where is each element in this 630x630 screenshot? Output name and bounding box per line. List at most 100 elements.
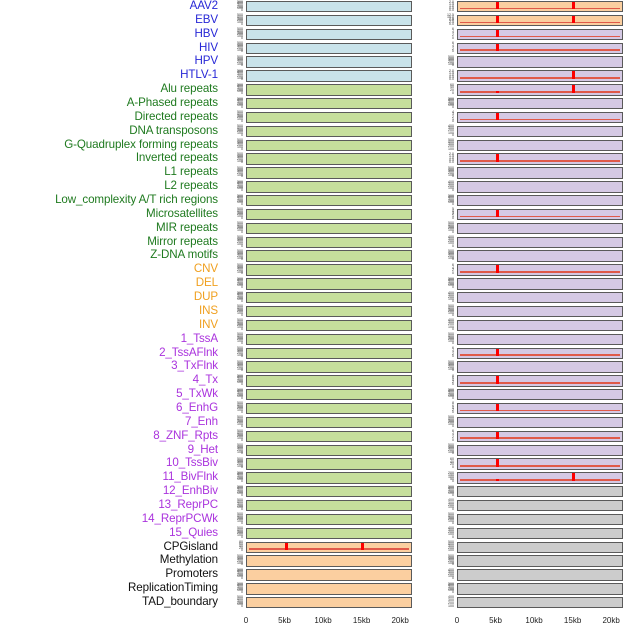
track-label-13-reprpc[interactable]: 13_ReprPC: [158, 497, 218, 511]
track-label-low-complexity-a-t-rich-regions[interactable]: Low_complexity A/T rich regions: [55, 193, 218, 207]
track-panel-right-14[interactable]: [457, 195, 623, 207]
track-panel-right-4[interactable]: [457, 56, 623, 68]
track-label-directed-repeats[interactable]: Directed repeats: [134, 109, 219, 123]
track-label-microsatellites[interactable]: Microsatellites: [146, 206, 218, 220]
track-panel-left-31[interactable]: [246, 430, 412, 443]
track-label-mirror-repeats[interactable]: Mirror repeats: [147, 234, 218, 248]
track-panel-right-31[interactable]: [457, 430, 623, 443]
track-label-inv[interactable]: INV: [198, 317, 218, 331]
track-label-10-tssbiv[interactable]: 10_TssBiv: [166, 456, 218, 470]
track-panel-right-43[interactable]: [457, 596, 623, 609]
track-panel-right-35[interactable]: [457, 486, 623, 498]
track-panel-left-13[interactable]: [246, 181, 412, 193]
track-panel-left-9[interactable]: [246, 125, 412, 138]
track-panel-left-17[interactable]: [246, 236, 412, 248]
track-panel-left-39[interactable]: [246, 541, 412, 553]
track-panel-right-7[interactable]: [457, 98, 623, 110]
track-label-ins[interactable]: INS: [198, 303, 218, 317]
track-panel-left-8[interactable]: [246, 111, 412, 124]
track-panel-right-26[interactable]: [457, 361, 623, 373]
track-panel-left-37[interactable]: [246, 513, 412, 526]
track-label-htlv-1[interactable]: HTLV-1: [180, 68, 218, 82]
track-panel-right-28[interactable]: [457, 389, 623, 401]
track-label-11-bivflnk[interactable]: 11_BivFlnk: [162, 470, 219, 484]
track-panel-right-3[interactable]: [457, 42, 623, 54]
track-panel-left-16[interactable]: [246, 222, 412, 235]
track-panel-left-42[interactable]: [246, 583, 412, 595]
track-panel-left-1[interactable]: [246, 14, 412, 27]
track-label-tad-boundary[interactable]: TAD_boundary: [142, 594, 218, 608]
track-panel-right-2[interactable]: [457, 28, 623, 41]
track-panel-right-9[interactable]: [457, 125, 623, 138]
track-panel-right-0[interactable]: [457, 1, 623, 13]
track-panel-left-23[interactable]: [246, 319, 412, 332]
track-panel-right-11[interactable]: [457, 153, 623, 165]
track-label-z-dna-motifs[interactable]: Z-DNA motifs: [150, 248, 218, 262]
track-panel-left-15[interactable]: [246, 208, 412, 221]
track-panel-right-36[interactable]: [457, 499, 623, 512]
track-panel-left-0[interactable]: [246, 1, 412, 13]
track-panel-left-24[interactable]: [246, 333, 412, 346]
track-label-6-enhg[interactable]: 6_EnhG: [176, 400, 218, 414]
track-label-9-het[interactable]: 9_Het: [187, 442, 219, 456]
track-panel-left-3[interactable]: [246, 42, 412, 54]
track-label-12-enhbiv[interactable]: 12_EnhBiv: [162, 484, 218, 498]
track-panel-left-35[interactable]: [246, 486, 412, 498]
track-panel-right-37[interactable]: [457, 513, 623, 526]
track-label-15-quies[interactable]: 15_Quies: [169, 525, 218, 539]
track-panel-right-10[interactable]: [457, 139, 623, 151]
track-panel-right-1[interactable]: [457, 14, 623, 27]
track-panel-right-6[interactable]: [457, 84, 623, 96]
track-panel-right-38[interactable]: [457, 527, 623, 540]
track-panel-right-20[interactable]: [457, 278, 623, 290]
track-label-l2-repeats[interactable]: L2 repeats: [164, 179, 218, 193]
track-panel-left-22[interactable]: [246, 305, 412, 318]
track-panel-right-39[interactable]: [457, 541, 623, 553]
track-label-2-tssaflnk[interactable]: 2_TssAFlnk: [159, 345, 218, 359]
track-label-aav2[interactable]: AAV2: [189, 0, 218, 12]
track-panel-right-16[interactable]: [457, 222, 623, 235]
track-panel-left-12[interactable]: [246, 167, 412, 179]
track-panel-left-25[interactable]: [246, 347, 412, 359]
track-panel-left-5[interactable]: [246, 70, 412, 82]
track-panel-left-10[interactable]: [246, 139, 412, 151]
track-panel-left-43[interactable]: [246, 596, 412, 609]
track-panel-left-27[interactable]: [246, 375, 412, 387]
track-label-hbv[interactable]: HBV: [194, 26, 218, 40]
track-panel-right-41[interactable]: [457, 569, 623, 581]
track-panel-left-29[interactable]: [246, 402, 412, 415]
track-label-hiv[interactable]: HIV: [198, 40, 218, 54]
track-panel-left-41[interactable]: [246, 569, 412, 581]
track-panel-left-26[interactable]: [246, 361, 412, 373]
track-panel-right-17[interactable]: [457, 236, 623, 248]
track-panel-left-21[interactable]: [246, 292, 412, 304]
track-label-7-enh[interactable]: 7_Enh: [184, 414, 218, 428]
track-panel-right-42[interactable]: [457, 583, 623, 595]
track-panel-left-11[interactable]: [246, 153, 412, 165]
track-panel-right-18[interactable]: [457, 250, 623, 262]
track-panel-right-8[interactable]: [457, 111, 623, 124]
track-label-4-tx[interactable]: 4_Tx: [192, 373, 218, 387]
track-panel-left-18[interactable]: [246, 250, 412, 262]
track-panel-right-25[interactable]: [457, 347, 623, 359]
track-panel-left-4[interactable]: [246, 56, 412, 68]
track-panel-left-38[interactable]: [246, 527, 412, 540]
track-panel-left-2[interactable]: [246, 28, 412, 41]
track-label-ebv[interactable]: EBV: [195, 12, 218, 26]
track-label-cnv[interactable]: CNV: [193, 262, 218, 276]
track-label-dup[interactable]: DUP: [193, 290, 218, 304]
track-panel-right-32[interactable]: [457, 444, 623, 456]
track-label-l1-repeats[interactable]: L1 repeats: [164, 165, 218, 179]
track-label-cpgisland[interactable]: CPGisland: [163, 539, 218, 553]
track-label-14-reprpcwk[interactable]: 14_ReprPCWk: [141, 511, 218, 525]
track-label-inverted-repeats[interactable]: Inverted repeats: [135, 151, 218, 165]
track-panel-right-15[interactable]: [457, 208, 623, 221]
track-panel-right-27[interactable]: [457, 375, 623, 387]
track-panel-right-5[interactable]: [457, 70, 623, 82]
track-panel-right-40[interactable]: [457, 555, 623, 567]
track-panel-right-19[interactable]: [457, 264, 623, 276]
track-panel-left-20[interactable]: [246, 278, 412, 290]
track-panel-right-30[interactable]: [457, 416, 623, 429]
track-panel-right-33[interactable]: [457, 458, 623, 470]
track-label-replicationtiming[interactable]: ReplicationTiming: [127, 581, 218, 595]
